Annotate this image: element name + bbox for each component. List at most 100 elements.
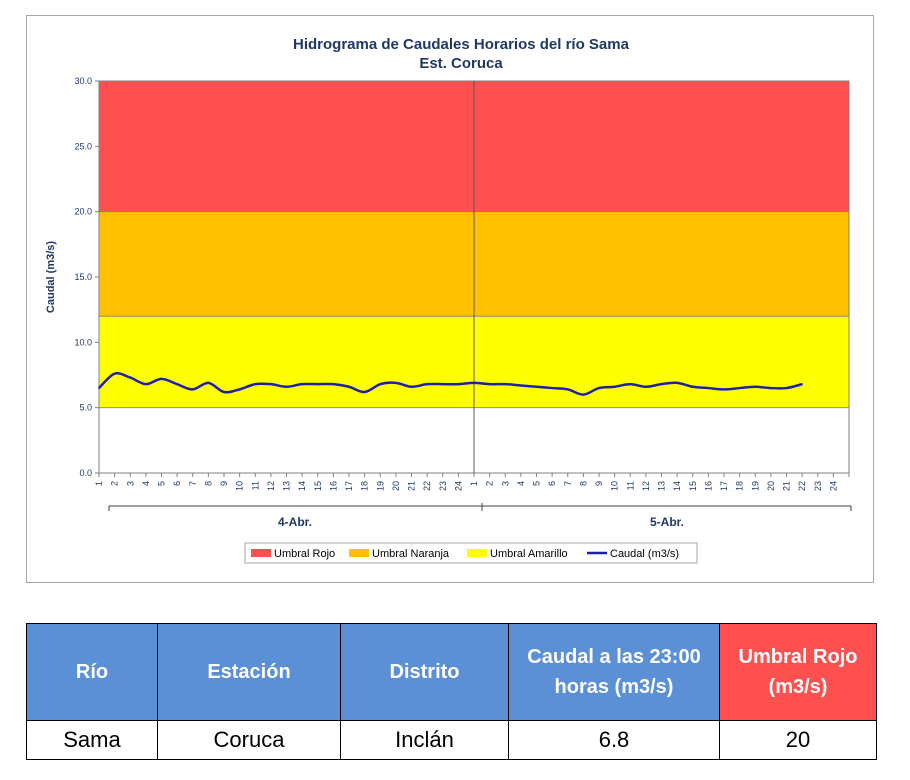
data-point [223, 391, 225, 393]
data-point [754, 385, 757, 388]
data-point [473, 382, 475, 384]
x-tick-label: 6 [547, 481, 557, 486]
x-tick-label: 10 [610, 481, 620, 491]
x-tick-label: 23 [438, 481, 448, 491]
header-caudal: Caudal a las 23:00 horas (m3/s) [508, 623, 720, 721]
x-tick-label: 24 [828, 481, 838, 491]
x-tick-label: 21 [407, 481, 417, 491]
data-point [504, 383, 507, 385]
cell-caudal: 6.8 [508, 720, 720, 760]
header-rio: Río [26, 623, 158, 721]
x-tick-label: 6 [172, 481, 182, 486]
data-point [520, 384, 522, 387]
data-point [738, 387, 741, 389]
data-point [707, 387, 710, 389]
x-tick-label: 3 [500, 481, 510, 486]
cell-umbral-rojo: 20 [719, 720, 877, 760]
y-tick-label: 0.0 [79, 468, 92, 478]
data-point [316, 383, 319, 385]
data-point [770, 387, 772, 389]
x-tick-label: 12 [641, 481, 651, 491]
header-estacion: Estación [157, 623, 341, 721]
x-tick-label: 2 [485, 481, 495, 486]
x-tick-label: 21 [782, 481, 792, 491]
station-table: Río Estación Distrito Caudal a las 23:00… [26, 623, 877, 760]
data-point [566, 388, 569, 391]
data-point [598, 387, 600, 389]
y-tick-label: 25.0 [74, 141, 92, 151]
data-point [551, 387, 553, 389]
data-point [129, 376, 132, 379]
hydrograph-chart: Hidrograma de Caudales Horarios del río … [45, 36, 852, 564]
data-point [426, 383, 428, 385]
x-tick-label: 13 [282, 481, 292, 491]
y-tick-label: 20.0 [74, 207, 92, 217]
chart-title: Hidrograma de Caudales Horarios del río … [293, 36, 630, 53]
x-tick-label: 14 [297, 481, 307, 491]
cell-rio: Sama [26, 720, 158, 760]
x-tick-label: 20 [391, 481, 401, 491]
data-point [410, 385, 413, 388]
data-point [691, 385, 694, 388]
x-tick-label: 8 [203, 481, 213, 486]
legend-label: Caudal (m3/s) [610, 548, 679, 560]
y-tick-label: 5.0 [79, 403, 92, 413]
x-tick-label: 7 [188, 481, 198, 486]
x-tick-label: 8 [578, 481, 588, 486]
legend-swatch [467, 549, 487, 557]
x-tick-label: 4 [141, 481, 151, 486]
data-point [332, 383, 335, 385]
data-point [270, 383, 272, 385]
x-tick-label: 12 [266, 481, 276, 491]
table-row: Sama Coruca Inclán 6.8 20 [26, 720, 877, 760]
cell-distrito: Inclán [340, 720, 509, 760]
x-tick-label: 11 [625, 481, 635, 490]
y-axis-label: Caudal (m3/s) [45, 241, 57, 313]
x-tick-label: 7 [563, 481, 573, 486]
x-tick-label: 5 [157, 481, 167, 486]
data-point [145, 383, 147, 385]
chart-frame: Hidrograma de Caudales Horarios del río … [26, 15, 874, 583]
data-point [613, 385, 616, 388]
data-point [723, 388, 725, 391]
x-tick-label: 17 [344, 481, 354, 491]
data-point [441, 383, 444, 385]
y-tick-label: 10.0 [74, 337, 92, 347]
series-line-caudal [98, 372, 803, 396]
x-tick-label: 1 [94, 481, 104, 486]
x-tick-label: 14 [672, 481, 682, 491]
x-tick-label: 9 [219, 481, 229, 486]
data-point [801, 383, 803, 385]
x-tick-label: 9 [594, 481, 604, 486]
data-point [113, 372, 116, 375]
legend-label: Umbral Naranja [372, 548, 450, 560]
x-tick-label: 15 [313, 481, 323, 491]
cell-estacion: Coruca [157, 720, 341, 760]
legend-swatch [349, 549, 369, 557]
x-tick-label: 15 [688, 481, 698, 491]
data-point [254, 383, 257, 385]
x-tick-label: 3 [125, 481, 135, 486]
x-tick-label: 22 [797, 481, 807, 491]
x-tick-label: 19 [750, 481, 760, 491]
table-header-row: Río Estación Distrito Caudal a las 23:00… [26, 623, 877, 721]
data-point [207, 382, 210, 384]
data-point [98, 387, 100, 389]
data-point [348, 385, 350, 388]
data-point [395, 382, 397, 384]
data-point [535, 385, 538, 388]
data-point [676, 382, 678, 384]
data-point [301, 383, 303, 385]
data-point [238, 388, 241, 391]
day-label: 5-Abr. [650, 515, 684, 529]
data-point [160, 378, 163, 380]
data-point [488, 383, 491, 385]
data-point [457, 383, 460, 385]
data-point [660, 383, 663, 385]
x-tick-label: 18 [735, 481, 745, 491]
chart-subtitle: Est. Coruca [419, 55, 503, 72]
day-label: 4-Abr. [278, 515, 312, 529]
data-point [285, 385, 288, 388]
data-point [582, 393, 585, 396]
data-point [645, 385, 647, 388]
